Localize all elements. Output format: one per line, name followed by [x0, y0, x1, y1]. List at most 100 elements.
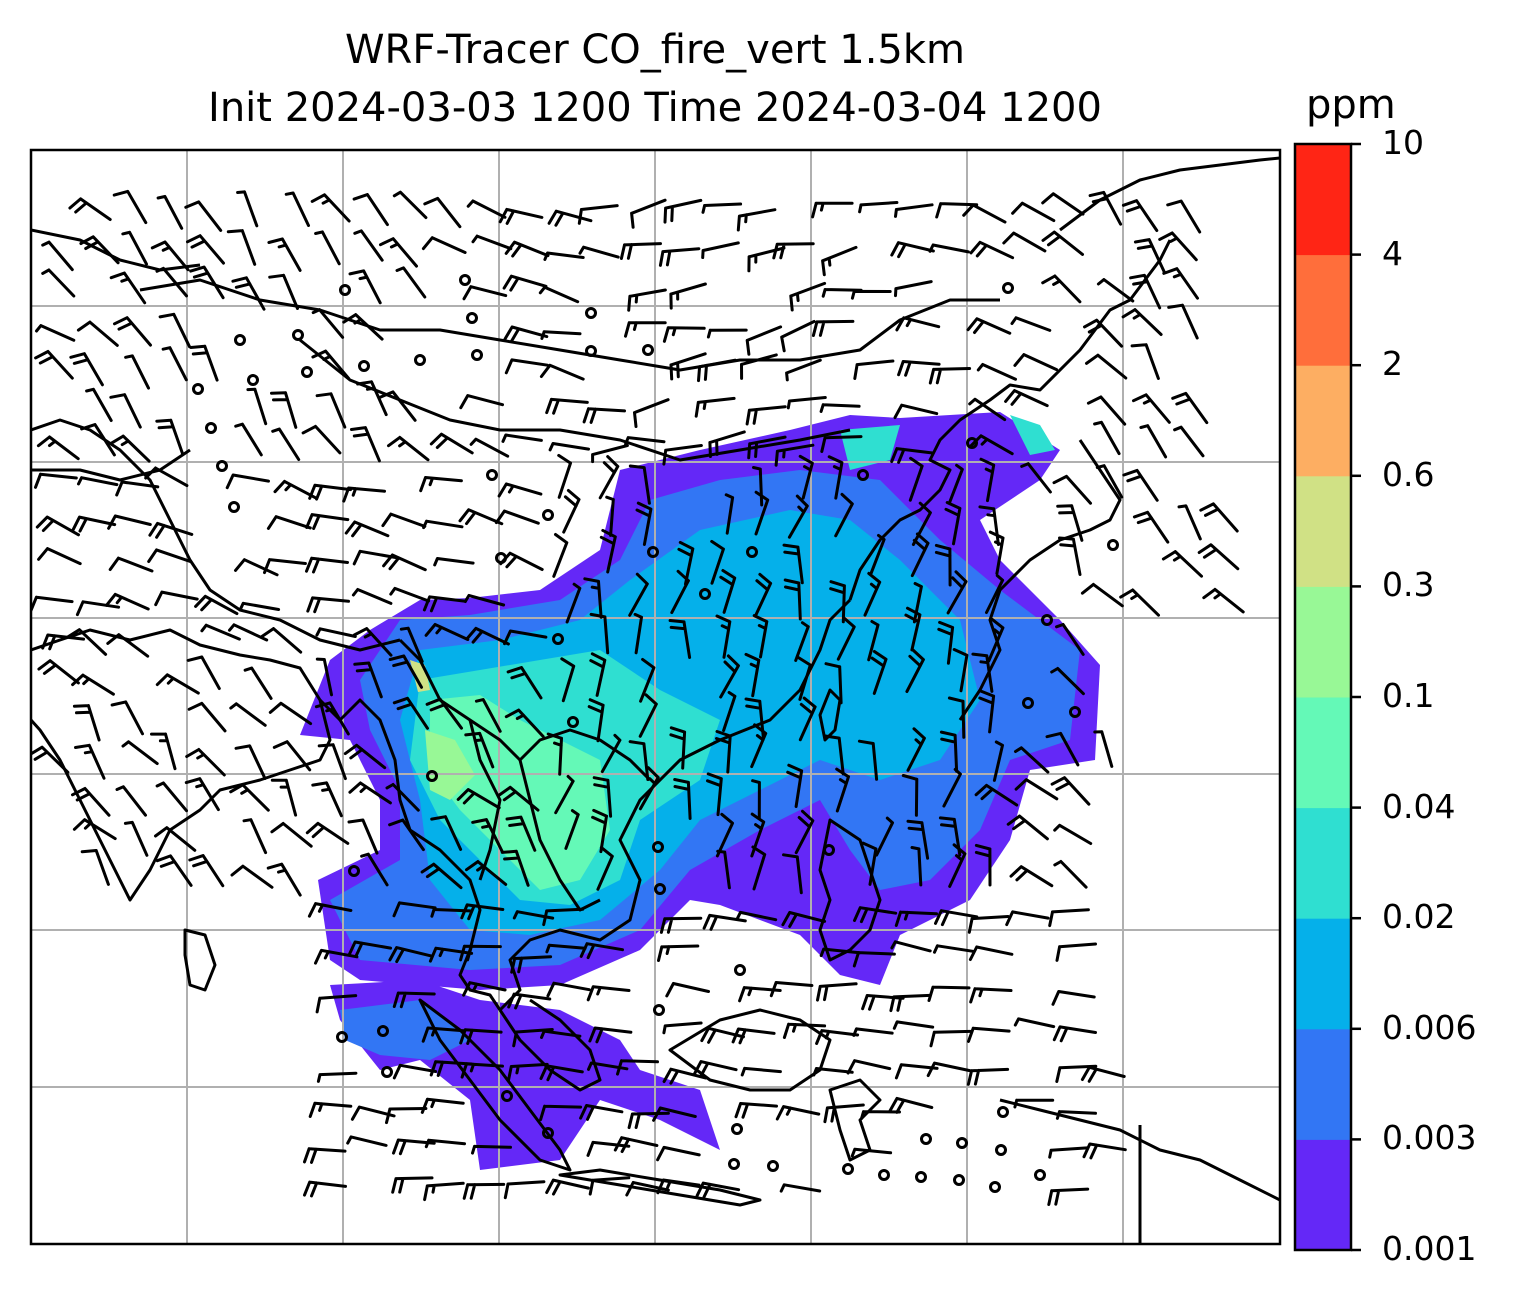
colorbar-band-3	[1295, 807, 1351, 919]
wind-barb	[456, 788, 501, 810]
wind-barb	[893, 403, 939, 419]
wind-barb	[388, 946, 434, 964]
calm-wind-circle	[989, 1181, 1001, 1193]
wind-barb	[1095, 464, 1124, 499]
wind-barb	[194, 594, 239, 616]
wind-barb	[80, 423, 116, 457]
wind-barb	[109, 393, 142, 429]
wind-barb	[600, 733, 622, 774]
calm-wind-circle	[292, 329, 304, 341]
wind-barb	[692, 1060, 738, 1077]
wind-barb	[507, 992, 552, 1010]
coastline-java	[558, 1168, 762, 1207]
wind-barb	[545, 397, 589, 415]
wind-barb	[1014, 746, 1050, 774]
wind-barb	[948, 843, 967, 888]
wind-barb	[353, 229, 384, 262]
border-central-asia	[31, 448, 191, 482]
wind-barb	[115, 480, 160, 497]
wind-barb	[1058, 536, 1082, 576]
coastline-china-east	[848, 239, 1172, 601]
wind-barb	[978, 689, 996, 734]
wind-barb	[753, 572, 773, 618]
wind-barb	[200, 623, 241, 641]
calm-wind-markers	[192, 274, 1119, 1193]
wind-barb	[901, 774, 919, 817]
wind-barb	[310, 193, 351, 223]
wind-barb	[504, 240, 550, 258]
wind-barb	[154, 826, 197, 852]
calm-wind-circle	[699, 588, 711, 600]
wind-barb	[695, 1181, 741, 1199]
calm-wind-circle	[567, 716, 579, 728]
wind-barb	[769, 981, 814, 998]
colorbar	[1293, 142, 1361, 1252]
wind-barb	[586, 1140, 631, 1157]
wind-barb	[564, 809, 580, 850]
field-level-5	[425, 730, 475, 800]
wind-barb	[189, 265, 225, 300]
wind-barb	[628, 572, 649, 617]
wind-barb	[670, 569, 690, 615]
wind-barb	[184, 200, 223, 232]
wind-barb	[588, 1026, 633, 1044]
wind-barb	[754, 490, 770, 536]
wind-barb	[238, 601, 281, 612]
wind-barb	[315, 392, 347, 429]
calm-wind-circle	[495, 552, 507, 564]
wind-barb	[270, 778, 298, 817]
wind-barb	[34, 350, 74, 380]
wind-barb	[316, 1071, 358, 1083]
wind-barb	[967, 915, 1010, 934]
calm-wind-circle	[542, 509, 554, 521]
wind-barb	[946, 570, 968, 615]
wind-barb	[343, 743, 387, 770]
wind-barb	[724, 493, 735, 535]
map-frame	[29, 148, 1282, 1246]
calm-wind-circle	[234, 334, 246, 346]
wind-barb	[968, 945, 1014, 961]
wind-barb	[652, 1106, 697, 1122]
wind-barb	[966, 317, 1012, 335]
calm-wind-circle	[878, 1169, 890, 1181]
wind-barb	[1166, 199, 1202, 234]
wind-barb	[1056, 504, 1084, 542]
colorbar-label-3: 0.02	[1382, 897, 1456, 937]
wind-barb	[1009, 865, 1054, 888]
wind-barb	[68, 197, 112, 221]
wind-barb	[1121, 308, 1163, 336]
wind-barb	[565, 582, 582, 624]
wind-barb	[591, 808, 608, 854]
wind-barb	[639, 657, 656, 703]
wind-barb	[673, 778, 692, 820]
wind-barb	[314, 701, 350, 736]
wind-barb	[242, 818, 268, 855]
wind-barb	[465, 860, 508, 886]
wind-barb	[794, 809, 815, 855]
wind-barb	[72, 818, 117, 841]
wind-barb	[538, 285, 580, 304]
wind-barb	[71, 673, 115, 696]
calm-wind-circle	[1022, 697, 1034, 709]
wind-barb	[155, 418, 185, 456]
wind-barb	[314, 230, 341, 266]
wind-barb	[752, 614, 769, 659]
wind-barb	[387, 435, 430, 462]
wind-barb	[41, 633, 86, 651]
wind-barb	[1055, 623, 1085, 656]
wind-barb	[966, 1067, 1010, 1086]
coastline-korea-japan	[958, 439, 1122, 721]
wind-barb	[823, 734, 845, 776]
wind-barb	[184, 777, 220, 812]
wind-barb	[385, 1107, 428, 1125]
wind-barb	[1041, 230, 1084, 256]
wind-barb	[587, 1061, 629, 1071]
wind-barb	[747, 435, 787, 460]
wind-barb	[260, 627, 303, 654]
wind-barb	[392, 190, 428, 220]
calm-wind-circle	[552, 633, 564, 645]
wind-barb	[230, 864, 274, 889]
wind-barb	[624, 436, 666, 446]
wind-barb	[1051, 990, 1096, 1006]
wind-barb	[908, 456, 924, 502]
